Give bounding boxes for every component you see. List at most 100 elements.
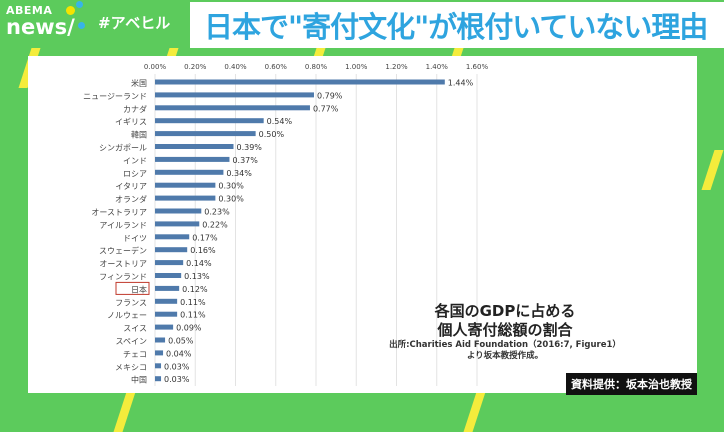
x-tick-label: 0.80% [305,63,328,71]
bar [155,195,216,201]
bar [155,337,166,343]
value-label: 0.37% [232,156,258,165]
caption-line1: 各国のGDPに占める [434,302,576,320]
logo-dot [76,1,83,8]
logo-dot [78,22,85,29]
bar [155,92,314,98]
bar [155,156,230,162]
value-label: 0.04% [166,349,192,358]
category-label: 日本 [131,284,147,294]
headline: 日本で"寄付文化"が根付いていない理由 [204,10,708,44]
bar [155,208,202,214]
title-box: 日本で"寄付文化"が根付いていない理由 [190,2,724,48]
value-label: 0.30% [218,182,244,191]
category-label: イギリス [115,118,147,127]
category-label: スウェーデン [99,246,147,256]
logo-dot [66,6,75,15]
decor-stripe [463,392,486,432]
logo-top: ABEMA [6,4,53,17]
decor-stripe [113,392,136,432]
category-label: スペイン [116,337,147,346]
bar [155,234,190,240]
bar [155,79,445,85]
category-label: スイス [123,324,147,333]
category-label: オランダ [115,194,147,204]
value-label: 1.44% [448,79,474,88]
credit-badge: 資料提供：坂本治也教授 [566,373,697,395]
chart-caption: 各国のGDPに占める 個人寄付総額の割合 出所:Charities Aid Fo… [380,302,630,362]
bar [155,144,234,149]
value-label: 0.11% [180,298,206,307]
value-label: 0.16% [190,246,216,255]
highlight-box [115,281,150,295]
x-tick-label: 0.20% [184,63,207,71]
category-label: ノルウェー [107,311,147,320]
bar [155,260,184,266]
category-label: フィンランド [99,273,147,282]
bar [155,350,164,356]
bar [155,169,224,175]
value-label: 0.17% [192,233,218,242]
value-label: 0.79% [317,91,343,100]
value-label: 0.09% [176,324,202,333]
logo-bottom: news/ [6,15,75,39]
value-label: 0.14% [186,259,212,268]
bar [155,285,180,291]
bar [155,105,310,111]
category-label: インド [123,156,147,165]
category-label: アイルランド [99,221,147,230]
value-label: 0.77% [313,104,339,113]
category-label: シンガポール [99,143,147,153]
category-label: ドイツ [123,234,147,243]
x-tick-label: 0.60% [265,63,288,71]
bar [155,247,188,253]
bar [155,273,182,278]
value-label: 0.03% [164,375,190,384]
category-label: フランス [115,298,147,307]
value-label: 0.30% [218,195,244,204]
category-label: 韓国 [131,130,147,140]
bar [155,298,178,304]
x-tick-label: 1.60% [466,63,489,71]
category-label: 中国 [131,375,147,385]
decor-stripe [701,150,724,190]
hashtag: #アベヒル [98,14,171,32]
x-tick-label: 1.00% [345,63,368,71]
bar [155,221,200,227]
value-label: 0.54% [267,117,293,126]
value-label: 0.11% [180,311,206,320]
value-label: 0.50% [259,130,285,139]
category-label: ロシア [123,169,147,178]
bar [155,324,174,330]
value-label: 0.12% [182,285,208,294]
x-tick-label: 1.20% [385,63,408,71]
abema-news-logo: ABEMA news/ [6,1,85,39]
category-label: イタリア [115,182,147,191]
bar [155,376,162,382]
chart-panel: 0.00% 0.20% 0.40% 0.60% 0.80% 1.00% 1.20% 1.40%… [28,56,697,393]
category-label: チェコ [123,350,147,359]
category-label: オーストリア [99,260,147,269]
category-label: メキシコ [115,363,147,372]
caption-line2: 個人寄付総額の割合 [437,321,573,339]
value-label: 0.34% [226,169,252,178]
bar [155,311,178,317]
value-label: 0.23% [204,208,230,217]
value-label: 0.03% [164,362,190,371]
source-line1: 出所:Charities Aid Foundation（2016:7, Figu… [389,340,621,350]
value-label: 0.05% [168,337,194,346]
value-label: 0.22% [202,220,228,229]
category-label: 米国 [131,78,147,88]
value-label: 0.13% [184,272,210,281]
source-line2: より坂本教授作成。 [466,351,544,361]
bar [155,182,216,188]
x-tick-label: 0.40% [224,63,247,71]
bar [155,363,162,369]
bar [155,118,264,124]
category-label: オーストラリア [91,208,147,217]
x-tick-label: 0.00% [144,63,167,71]
category-label: カナダ [123,104,147,114]
x-tick-label: 1.40% [426,63,449,71]
value-label: 0.39% [236,143,262,152]
category-label: ニュージーランド [83,92,147,101]
